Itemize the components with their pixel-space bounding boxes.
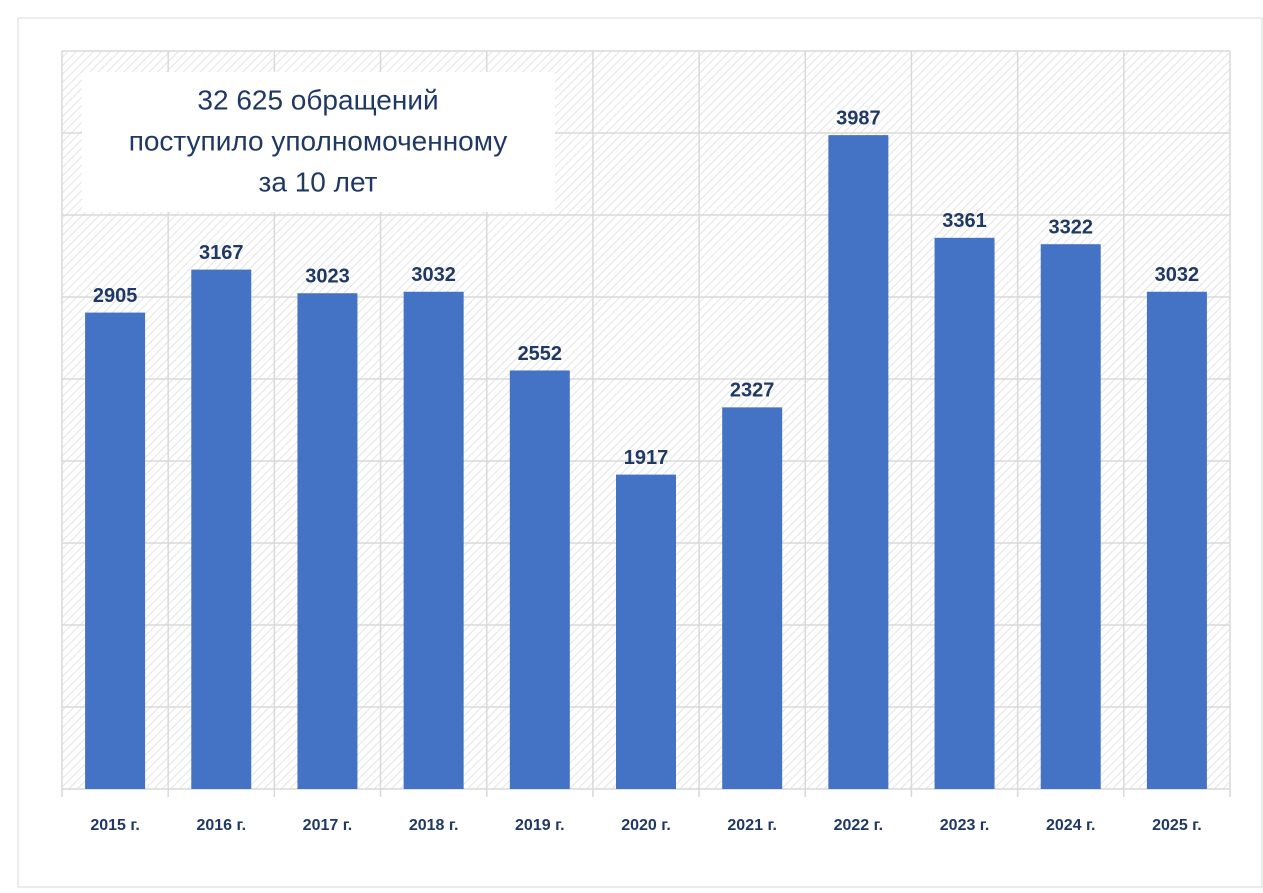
bar <box>509 370 570 789</box>
value-label: 3987 <box>836 107 881 129</box>
value-label: 3322 <box>1048 216 1093 238</box>
bar <box>85 312 146 789</box>
bar <box>828 135 889 789</box>
value-label: 1917 <box>624 447 669 469</box>
x-tick-label: 2016 г. <box>196 817 246 834</box>
value-label: 2552 <box>518 343 563 365</box>
x-tick-label: 2024 г. <box>1046 817 1096 834</box>
annotation-line: поступило уполномоченному <box>129 125 508 156</box>
annotation-line: 32 625 обращений <box>197 84 438 115</box>
value-label: 3032 <box>1155 264 1200 286</box>
x-tick-label: 2022 г. <box>834 817 884 834</box>
bar <box>616 474 676 789</box>
value-label: 3032 <box>411 264 456 286</box>
bar <box>1040 244 1101 789</box>
x-tick-label: 2020 г. <box>621 817 671 834</box>
bar <box>297 293 358 789</box>
bar <box>722 407 783 789</box>
value-label: 3361 <box>942 210 987 232</box>
value-label: 3167 <box>199 242 244 264</box>
annotation-line: за 10 лет <box>259 166 378 197</box>
bar <box>934 237 995 789</box>
annotation-box <box>82 72 555 212</box>
x-tick-label: 2018 г. <box>409 817 459 834</box>
x-tick-label: 2019 г. <box>515 817 565 834</box>
x-tick-label: 2017 г. <box>303 817 353 834</box>
value-label: 3023 <box>305 266 350 288</box>
value-label: 2905 <box>93 285 138 307</box>
bar <box>191 269 252 789</box>
bar <box>1146 291 1207 789</box>
value-label: 2327 <box>730 380 775 402</box>
bar <box>403 291 464 789</box>
x-tick-label: 2021 г. <box>727 817 777 834</box>
x-tick-label: 2015 г. <box>90 817 140 834</box>
x-tick-label: 2025 г. <box>1152 817 1202 834</box>
x-tick-label: 2023 г. <box>940 817 990 834</box>
